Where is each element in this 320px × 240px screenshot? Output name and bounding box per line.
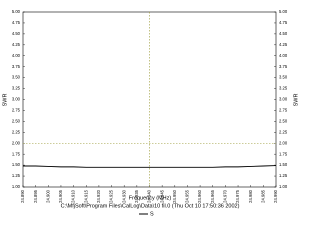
y2-tick-label: 4.00 — [279, 53, 288, 58]
x-tick-label: 24.955 — [185, 189, 190, 202]
legend-label: S — [150, 211, 154, 217]
x-tick-label: 24.915 — [83, 189, 88, 202]
y2-tick-label: 3.75 — [279, 64, 288, 69]
y-tick-label: 4.50 — [12, 31, 21, 36]
x-tick-label: 24.970 — [223, 189, 228, 202]
y-tick-label: 2.50 — [12, 118, 21, 123]
x-tick-label: 24.985 — [260, 189, 265, 202]
y-tick-label: 3.50 — [12, 75, 21, 80]
x-tick-label: 24.925 — [109, 189, 114, 202]
y2-tick-label: 4.50 — [279, 31, 288, 36]
x-tick-label: 24.920 — [96, 189, 101, 202]
x-tick-label: 24.975 — [235, 189, 240, 202]
y-tick-label: 4.75 — [12, 20, 21, 25]
y-tick-label: 2.00 — [12, 140, 21, 145]
x-tick-label: 24.905 — [58, 189, 63, 202]
data-line — [23, 165, 277, 168]
x-axis-title: Frequency (MHz) — [129, 195, 172, 201]
subtitle: C:\MfjSoft\Program Files\CalLog\Data\10 … — [61, 203, 240, 209]
y-tick-label: 3.25 — [12, 86, 21, 91]
y-tick-label: 3.00 — [12, 97, 21, 102]
y-tick-label: 4.25 — [12, 42, 21, 47]
x-tick-label: 24.990 — [273, 189, 278, 202]
y2-tick-label: 2.50 — [279, 118, 288, 123]
y-tick-label: 1.00 — [12, 184, 21, 189]
x-tick-label: 24.980 — [248, 189, 253, 202]
x-tick-label: 24.940 — [147, 189, 152, 202]
x-tick-label: 24.910 — [71, 189, 76, 202]
y2-axis-title: SWR — [293, 94, 299, 107]
y-tick-label: 2.75 — [12, 108, 21, 113]
y2-tick-label: 2.00 — [279, 140, 288, 145]
y2-tick-label: 4.75 — [279, 20, 288, 25]
y2-tick-label: 1.75 — [279, 151, 288, 156]
x-tick-label: 24.895 — [33, 189, 38, 202]
x-tick-label: 24.930 — [121, 189, 126, 202]
x-tick-label: 24.900 — [45, 189, 50, 202]
x-tick-label: 24.945 — [159, 189, 164, 202]
y-tick-label: 2.25 — [12, 129, 21, 134]
y2-tick-label: 3.25 — [279, 86, 288, 91]
x-tick-label: 24.965 — [210, 189, 215, 202]
y-tick-label: 1.50 — [12, 162, 21, 167]
y2-tick-label: 4.25 — [279, 42, 288, 47]
y2-tick-label: 5.00 — [279, 9, 288, 14]
y2-tick-label: 1.25 — [279, 173, 288, 178]
x-tick-label: 24.950 — [172, 189, 177, 202]
page: {"chart_data": { "type": "line", "x_labe… — [2, 9, 300, 218]
y-tick-label: 5.00 — [12, 9, 21, 14]
y2-tick-label: 2.75 — [279, 108, 288, 113]
y-tick-label: 1.25 — [12, 173, 21, 178]
y-tick-label: 3.75 — [12, 64, 21, 69]
x-tick-label: 24.960 — [197, 189, 202, 202]
y2-tick-label: 1.50 — [279, 162, 288, 167]
y-tick-label: 1.75 — [12, 151, 21, 156]
y2-tick-label: 2.25 — [279, 129, 288, 134]
x-tick-label: 24.890 — [20, 189, 25, 202]
chart: Frequency (MHz) C:\MfjSoft\Program Files… — [2, 9, 299, 217]
x-tick-label: 24.935 — [134, 189, 139, 202]
y2-tick-label: 3.50 — [279, 75, 288, 80]
y-tick-label: 4.00 — [12, 53, 21, 58]
y2-tick-label: 1.00 — [279, 184, 288, 189]
y2-tick-label: 3.00 — [279, 97, 288, 102]
y-axis-title: SWR — [2, 94, 8, 107]
